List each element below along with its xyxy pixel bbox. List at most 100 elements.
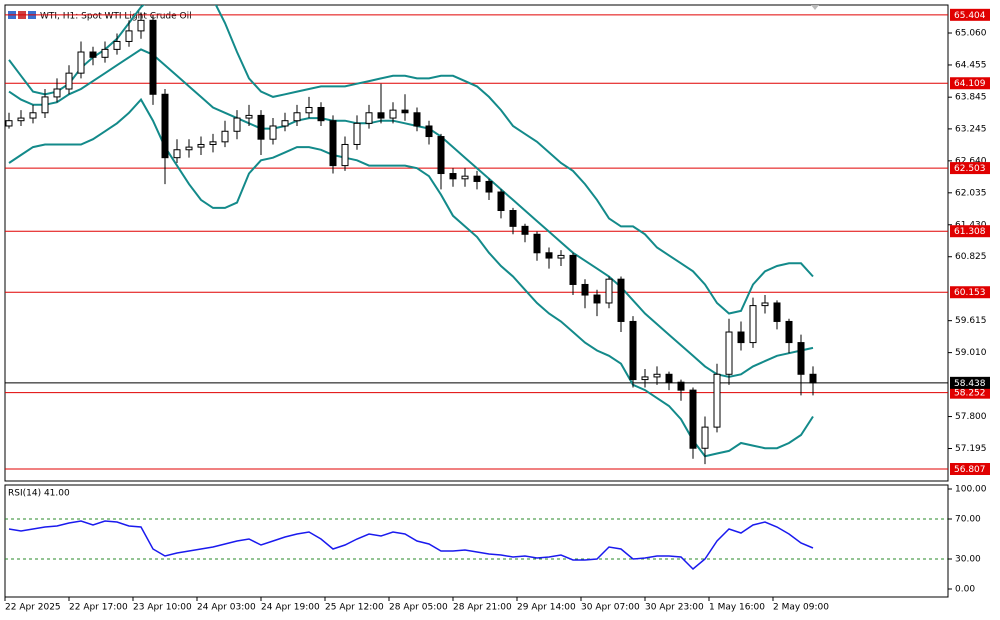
rsi-label: RSI(14) 41.00 — [8, 489, 70, 499]
candle-body — [305, 106, 313, 114]
x-tick-label: 28 Apr 21:00 — [453, 603, 512, 613]
candle-body — [689, 389, 697, 449]
candle-body — [401, 109, 409, 114]
rsi-tick-label: 30.00 — [955, 555, 981, 565]
candle-body — [653, 373, 661, 378]
candle-body — [605, 278, 613, 304]
candle-body — [581, 283, 589, 296]
candle-body — [533, 233, 541, 254]
candle-body — [797, 342, 805, 375]
candle-body — [413, 112, 421, 127]
shift-marker — [811, 5, 819, 10]
candle-body — [377, 112, 385, 119]
candle-body — [149, 19, 157, 95]
candle-body — [353, 122, 361, 145]
level-price-box — [950, 8, 990, 21]
x-tick-label: 30 Apr 23:00 — [645, 603, 704, 613]
upper-band — [8, 5, 814, 315]
candle-body — [485, 180, 493, 193]
y-tick-label: 63.245 — [955, 124, 987, 134]
y-tick-label: 57.800 — [955, 412, 987, 422]
current-price-box — [950, 376, 990, 389]
level-price-label: 56.807 — [954, 465, 986, 475]
x-tick-label: 22 Apr 17:00 — [69, 603, 128, 613]
x-tick-label: 25 Apr 12:00 — [325, 603, 384, 613]
candle-body — [341, 143, 349, 167]
candle-body — [125, 30, 133, 42]
candle-body — [629, 320, 637, 381]
candle-body — [545, 252, 553, 259]
y-tick-label: 62.035 — [955, 188, 987, 198]
candle-body — [41, 96, 49, 114]
chart-title: WTI, H1: Spot WTI Light Crude Oil — [40, 12, 192, 22]
candle-body — [497, 191, 505, 212]
candle-body — [53, 88, 61, 98]
candle-body — [713, 373, 721, 428]
x-tick-label: 29 Apr 14:00 — [517, 603, 576, 613]
level-price-label: 62.503 — [954, 164, 986, 174]
candle-body — [269, 125, 277, 140]
candle-body — [677, 381, 685, 391]
y-tick-label: 57.195 — [955, 444, 987, 454]
y-tick-label: 64.455 — [955, 60, 987, 70]
candle-body — [245, 114, 253, 119]
level-price-box — [950, 386, 990, 399]
candle-body — [365, 112, 373, 124]
candle-body — [257, 114, 265, 140]
x-tick-label: 22 Apr 2025 — [5, 603, 61, 613]
middle-band — [8, 48, 814, 378]
x-tick-label: 2 May 09:00 — [773, 603, 829, 613]
level-price-label: 61.308 — [954, 227, 986, 237]
rsi-tick-label: 0.00 — [955, 585, 975, 595]
candle-body — [701, 426, 709, 449]
candle-body — [113, 40, 121, 50]
candle-body — [329, 120, 337, 167]
candle-body — [317, 106, 325, 122]
level-price-label: 58.252 — [954, 389, 986, 399]
candle-body — [137, 19, 145, 32]
candle-body — [281, 120, 289, 127]
candle-body — [785, 320, 793, 344]
y-tick-label: 63.845 — [955, 93, 987, 103]
candle-body — [77, 51, 85, 74]
candle-body — [557, 254, 565, 259]
candle-body — [809, 373, 817, 384]
level-price-box — [950, 286, 990, 299]
candle-body — [29, 112, 37, 119]
candle-body — [161, 93, 169, 159]
candle-body — [641, 376, 649, 381]
y-tick-label: 62.640 — [955, 156, 987, 166]
main-frame — [4, 4, 949, 482]
level-price-label: 60.153 — [954, 288, 986, 298]
lower-band — [8, 97, 814, 458]
rsi-tick-label: 100.00 — [955, 485, 987, 495]
candle-body — [473, 175, 481, 182]
candle-body — [173, 149, 181, 159]
candle-body — [197, 143, 205, 148]
level-price-label: 65.404 — [954, 11, 986, 21]
candle-body — [209, 141, 217, 145]
candle-body — [437, 136, 445, 175]
rsi-frame — [4, 484, 949, 598]
candle-body — [17, 117, 25, 122]
candle-body — [233, 117, 241, 132]
y-tick-label: 60.825 — [955, 252, 987, 262]
candle-body — [185, 146, 193, 151]
level-price-box — [950, 225, 990, 238]
level-price-box — [950, 463, 990, 476]
candle-body — [293, 112, 301, 122]
candle-body — [665, 373, 673, 383]
candle-body — [593, 294, 601, 304]
x-tick-label: 23 Apr 10:00 — [133, 603, 192, 613]
candle-body — [521, 225, 529, 235]
x-tick-label: 24 Apr 19:00 — [261, 603, 320, 613]
candle-body — [749, 305, 757, 344]
rsi-tick-label: 70.00 — [955, 515, 981, 525]
candle-body — [737, 331, 745, 344]
candle-body — [461, 175, 469, 180]
candle-body — [65, 72, 73, 90]
level-price-box — [950, 77, 990, 90]
level-price-box — [950, 162, 990, 175]
x-tick-label: 1 May 16:00 — [709, 603, 765, 613]
candle-body — [569, 254, 577, 285]
